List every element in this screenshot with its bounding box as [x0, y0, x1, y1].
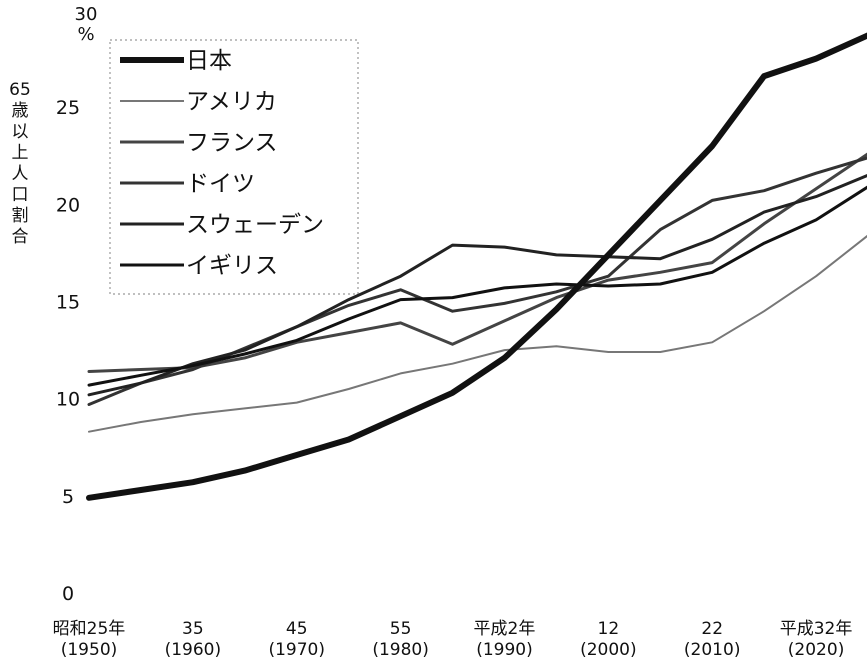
- y-label-char: 歳: [12, 101, 29, 121]
- legend-label-1: 日本: [186, 48, 232, 74]
- series-line-5: [87, 173, 867, 397]
- x-tick-label: 22: [701, 619, 723, 639]
- x-tick-label: 45: [286, 619, 308, 639]
- x-tick-sublabel: (1950): [61, 640, 118, 660]
- y-label-char: 上: [12, 143, 29, 163]
- x-tick-label: 12: [598, 619, 620, 639]
- x-tick-sublabel: (2010): [684, 640, 741, 660]
- y-axis-ticks: 0 5 10 15 20 25: [56, 97, 80, 605]
- x-tick-label: 35: [182, 619, 204, 639]
- x-tick-sublabel: (1960): [165, 640, 222, 660]
- y-label-char: 口: [12, 185, 29, 205]
- legend-box: [109, 39, 359, 295]
- x-tick-label: 平成2年: [474, 619, 536, 639]
- plot-lines: [86, 32, 867, 501]
- y-label-char: 割: [12, 206, 29, 226]
- y-label-char: 以: [12, 122, 29, 142]
- y-tick-label: 15: [56, 292, 80, 314]
- y-label-char: 人: [12, 164, 29, 184]
- y-tick-label: 5: [62, 486, 74, 508]
- x-tick-sublabel: (2020): [788, 640, 845, 660]
- y-tick-label: 0: [62, 583, 74, 605]
- x-tick-label: 昭和25年: [53, 619, 126, 639]
- x-axis-ticks: 昭和25年(1950)35(1960)45(1970)55(1980)平成2年(…: [53, 619, 853, 660]
- x-tick-label: 55: [390, 619, 412, 639]
- series-line-1: [86, 32, 867, 501]
- y-tick-label: 25: [56, 97, 80, 119]
- legend-label-5: スウェーデン: [186, 212, 324, 238]
- x-tick-sublabel: (2000): [580, 640, 637, 660]
- y-tick-label: 20: [56, 194, 80, 216]
- series-line-2: [88, 234, 867, 433]
- legend-label-6: イギリス: [186, 253, 278, 279]
- y-tick-label: 10: [56, 389, 80, 411]
- x-tick-sublabel: (1970): [268, 640, 325, 660]
- series-line-6: [87, 185, 867, 387]
- y-unit-top: 30: [75, 4, 98, 25]
- series-line-3: [87, 152, 867, 373]
- legend-label-2: アメリカ: [186, 89, 277, 115]
- legend-label-3: フランス: [186, 130, 278, 156]
- x-tick-sublabel: (1980): [372, 640, 429, 660]
- y-label-char: 65: [9, 80, 31, 100]
- y-label-char: 合: [12, 227, 29, 247]
- x-tick-sublabel: (1990): [476, 640, 533, 660]
- y-unit-symbol: %: [77, 24, 94, 45]
- legend-label-4: ドイツ: [186, 171, 255, 197]
- legend-frame: [109, 39, 359, 295]
- y-axis-unit: 30 %: [75, 4, 98, 45]
- x-tick-label: 平成32年: [780, 619, 853, 639]
